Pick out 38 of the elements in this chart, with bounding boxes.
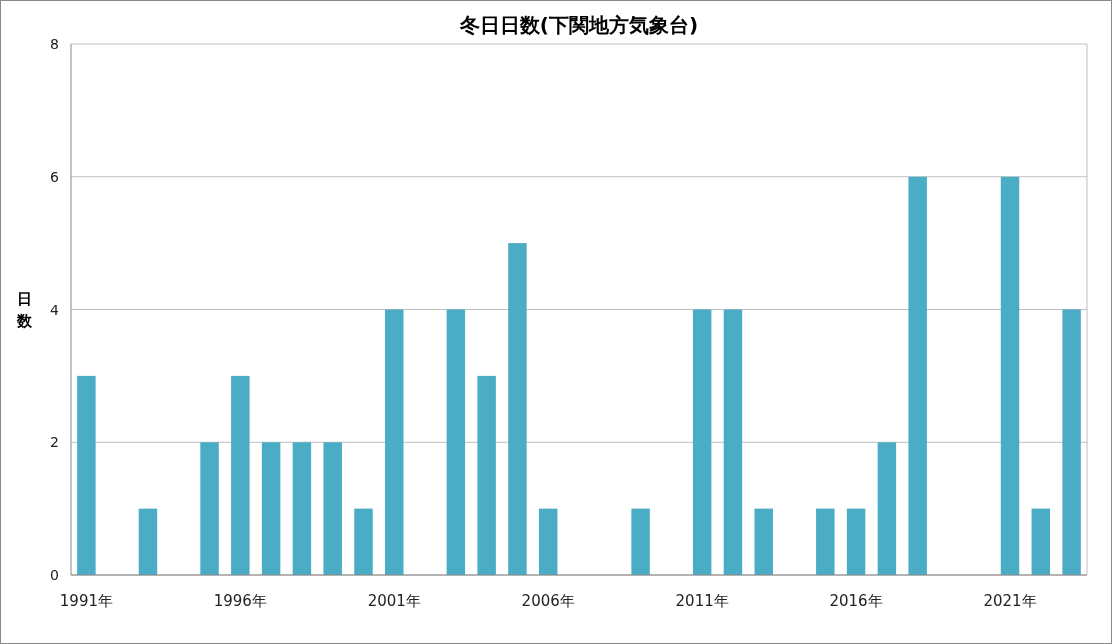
bar (508, 243, 527, 575)
bar (816, 508, 835, 575)
bar (908, 176, 927, 575)
bar (846, 508, 866, 575)
bar (631, 508, 650, 575)
chart-title: 冬日日数(下関地方気象台) (458, 13, 699, 37)
bar (261, 442, 281, 575)
bar (477, 375, 496, 575)
bar (1062, 309, 1081, 575)
y-tick-label: 0 (50, 567, 59, 583)
x-tick-label: 1991年 (59, 592, 113, 610)
x-tick-label: 1996年 (213, 592, 267, 610)
y-tick-label: 6 (50, 168, 60, 185)
bar (692, 309, 712, 575)
bar (138, 508, 158, 575)
bar (877, 442, 897, 575)
bar (723, 309, 743, 575)
bar (1031, 508, 1051, 575)
y-tick-label: 2 (50, 434, 59, 451)
y-axis-title: 日数 (15, 289, 33, 330)
x-tick-label: 2011年 (675, 592, 729, 610)
bar (538, 508, 558, 575)
x-tick-label: 2016年 (829, 592, 883, 610)
bar (1000, 176, 1020, 575)
x-tick-label: 2021年 (983, 592, 1037, 610)
y-tick-label: 8 (50, 36, 59, 52)
x-tick-label: 2006年 (521, 592, 575, 610)
bar (446, 309, 466, 575)
bar (354, 508, 373, 575)
y-tick-label: 4 (50, 301, 60, 318)
bar (385, 309, 404, 575)
bar (292, 442, 312, 575)
bar (77, 375, 96, 575)
bar (200, 442, 219, 575)
bar (323, 442, 342, 575)
bar (754, 508, 773, 575)
bar (231, 375, 250, 575)
x-tick-label: 2001年 (367, 592, 421, 610)
